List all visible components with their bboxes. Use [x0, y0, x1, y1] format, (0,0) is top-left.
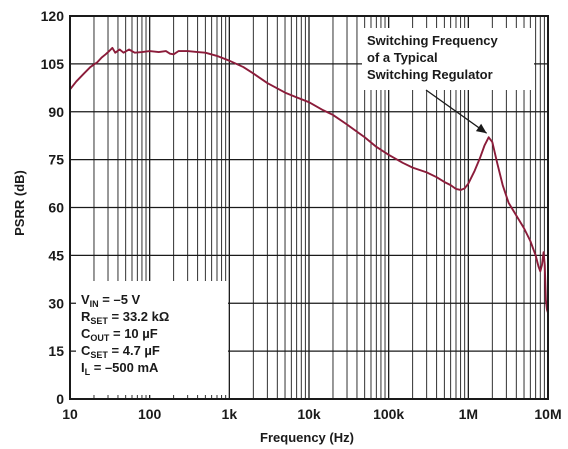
- x-tick-label: 10: [62, 406, 78, 422]
- x-tick-labels: 10 100 1k 10k 100k 1M 10M: [62, 406, 561, 422]
- x-tick-label: 100k: [373, 406, 404, 422]
- condition-line: CSET = 4.7 µF: [81, 343, 160, 360]
- x-tick-label: 1M: [459, 406, 478, 422]
- y-tick-label: 75: [48, 152, 64, 168]
- conditions-background: [76, 281, 228, 395]
- y-axis-title: PSRR (dB): [12, 170, 27, 236]
- condition-line: RSET = 33.2 kΩ: [81, 309, 169, 326]
- annotation-arrow-line: [425, 89, 488, 134]
- x-tick-label: 10k: [297, 406, 321, 422]
- annotation-text: Switching Regulator: [367, 67, 493, 82]
- x-tick-label: 1k: [222, 406, 238, 422]
- condition-line: VIN = –5 V: [81, 292, 141, 309]
- annotation-group: Switching Frequency of a Typical Switching…: [362, 28, 534, 134]
- y-tick-label: 0: [56, 391, 64, 407]
- annotation-text: of a Typical: [367, 50, 438, 65]
- y-tick-label: 120: [41, 8, 65, 24]
- annotation-arrow-head: [475, 123, 487, 134]
- y-tick-label: 90: [48, 104, 64, 120]
- x-tick-label: 100: [138, 406, 162, 422]
- y-tick-labels: 0 15 30 45 60 75 90 105 120: [41, 8, 65, 407]
- y-tick-label: 30: [48, 295, 64, 311]
- x-axis-title: Frequency (Hz): [260, 430, 354, 445]
- y-tick-label: 15: [48, 343, 64, 359]
- plot-frame: [69, 15, 549, 400]
- y-tick-label: 105: [41, 56, 65, 72]
- series-layer: [69, 46, 549, 314]
- y-tick-label: 60: [48, 200, 64, 216]
- y-tick-label: 45: [48, 247, 64, 263]
- x-tick-label: 10M: [534, 406, 561, 422]
- condition-line: COUT = 10 µF: [81, 326, 158, 343]
- annotation-background: [362, 28, 534, 90]
- annotation-text: Switching Frequency: [367, 33, 499, 48]
- condition-line: IL = –500 mA: [81, 360, 159, 377]
- psrr-series-line: [69, 46, 549, 314]
